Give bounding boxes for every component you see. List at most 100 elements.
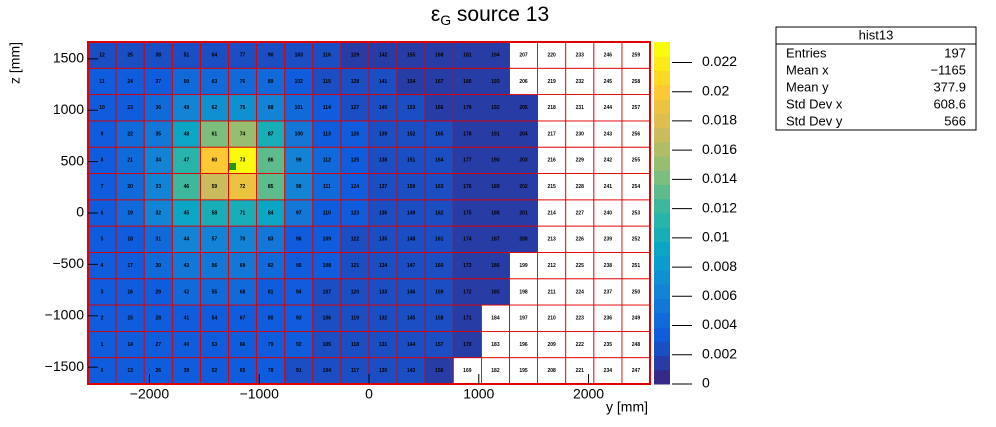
cell — [88, 42, 117, 69]
cell-label: 78 — [268, 368, 274, 374]
cell — [425, 120, 454, 148]
cell — [425, 278, 454, 306]
cell-label: 34 — [155, 158, 161, 164]
y-tick-label: −1000 — [45, 306, 85, 322]
cell — [369, 305, 398, 332]
palette-band — [654, 270, 670, 285]
cell-label: 15 — [127, 316, 133, 322]
palette-band — [654, 213, 670, 228]
cell-label: 122 — [351, 237, 360, 243]
cell — [256, 120, 285, 148]
cell-label: 77 — [240, 52, 246, 58]
palette-band — [654, 99, 670, 114]
cell-label: 117 — [351, 368, 359, 374]
cell-label: 111 — [323, 184, 331, 190]
cell-label: 54 — [212, 316, 218, 322]
cell — [340, 278, 369, 306]
cell-label: 255 — [632, 158, 641, 164]
cell — [88, 278, 117, 306]
palette-band — [654, 227, 670, 242]
cell-label: 107 — [323, 289, 332, 295]
cell-label: 208 — [547, 368, 556, 374]
cell-label: 196 — [519, 342, 528, 348]
stats-value: 566 — [944, 113, 966, 128]
cell — [256, 278, 285, 306]
cell-label: 13 — [127, 368, 133, 374]
palette-band — [654, 312, 670, 328]
cell — [312, 120, 341, 148]
cell — [284, 120, 313, 148]
cell-label: 242 — [604, 158, 613, 164]
cell-label: 56 — [212, 263, 218, 269]
cell — [312, 199, 341, 227]
cell-label: 110 — [323, 210, 331, 216]
stats-box: hist13 Entries 197 Mean x −1165 Mean y 377.9 S… — [775, 26, 977, 131]
cell — [172, 173, 201, 200]
cell-label: 234 — [604, 368, 613, 374]
title-tail: source 13 — [451, 3, 549, 26]
cell — [425, 68, 454, 95]
cell — [369, 226, 398, 253]
cell — [397, 68, 426, 95]
z-tick-label: 0.01 — [702, 229, 729, 245]
cell-label: 215 — [547, 184, 556, 190]
stats-key: Mean y — [786, 79, 829, 94]
y-tick-label: 0 — [76, 204, 84, 220]
z-tick-label: 0.022 — [702, 53, 737, 69]
z-tick-label: 0 — [702, 375, 710, 391]
cell — [397, 120, 426, 148]
cell-label: 46 — [184, 184, 190, 190]
cell — [425, 147, 454, 174]
cell-label: 27 — [155, 342, 161, 348]
cell — [397, 94, 426, 121]
cell-label: 254 — [632, 184, 641, 190]
cell — [88, 226, 117, 253]
cell — [144, 173, 173, 200]
cell — [425, 357, 454, 384]
cell-label: 192 — [491, 105, 500, 111]
cell-label: 169 — [463, 368, 472, 374]
cell-label: 185 — [491, 289, 500, 295]
palette-band — [654, 113, 670, 128]
cell-label: 258 — [632, 79, 641, 85]
cell — [172, 42, 201, 69]
cell-label: 42 — [184, 289, 190, 295]
cell-label: 123 — [351, 210, 360, 216]
cell-label: 105 — [323, 342, 332, 348]
cell-label: 130 — [379, 368, 388, 374]
cell — [425, 226, 454, 253]
cell-label: 18 — [127, 237, 133, 243]
title-main: ε — [431, 3, 440, 26]
cell-label: 0 — [101, 368, 104, 374]
cell-label: 120 — [351, 289, 360, 295]
cell-label: 171 — [463, 316, 472, 322]
cell — [369, 68, 398, 95]
cell-label: 8 — [101, 158, 104, 164]
y-tick-label: 500 — [61, 152, 85, 168]
cell-label: 223 — [576, 316, 585, 322]
cell-label: 11 — [99, 79, 105, 85]
cell-label: 21 — [127, 158, 133, 164]
cell-label: 251 — [632, 263, 641, 269]
cell — [425, 173, 454, 200]
cell — [228, 120, 257, 148]
cell — [200, 147, 229, 174]
cell — [425, 42, 454, 69]
cell-label: 44 — [184, 237, 190, 243]
cell-label: 244 — [604, 105, 613, 111]
cell-label: 24 — [127, 79, 133, 85]
cell-label: 191 — [491, 131, 500, 137]
cell-label: 209 — [547, 342, 556, 348]
cell — [200, 68, 229, 95]
cell — [256, 305, 285, 332]
cell — [369, 94, 398, 121]
cell — [144, 94, 173, 121]
cell-label: 200 — [519, 237, 528, 243]
cell-label: 178 — [463, 131, 472, 137]
cell-label: 91 — [296, 368, 302, 374]
cell — [312, 331, 341, 358]
palette-band — [654, 198, 670, 214]
cell-label: 227 — [576, 210, 585, 216]
palette-band — [654, 355, 670, 371]
cell-label: 237 — [604, 289, 613, 295]
